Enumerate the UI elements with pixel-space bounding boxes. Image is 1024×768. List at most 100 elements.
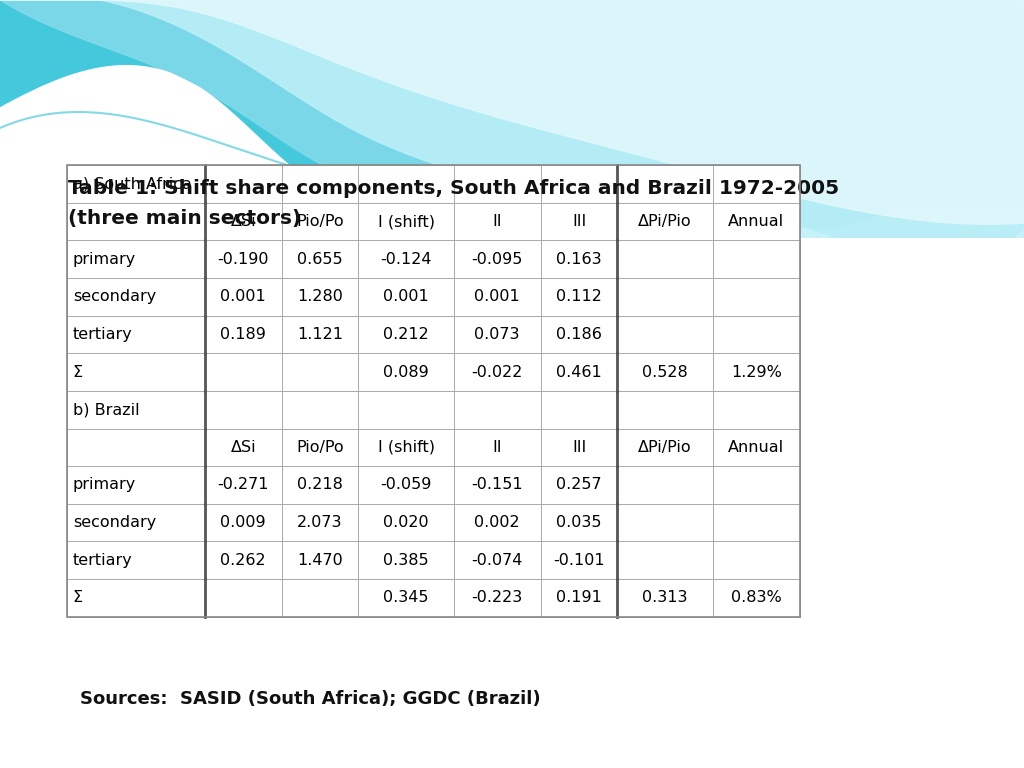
Bar — [617, 466, 713, 504]
Bar — [454, 466, 541, 504]
Text: Sources:  SASID (South Africa); GGDC (Brazil): Sources: SASID (South Africa); GGDC (Bra… — [80, 690, 541, 708]
Text: secondary: secondary — [73, 515, 156, 530]
Text: tertiary: tertiary — [73, 553, 132, 568]
Bar — [617, 203, 713, 240]
Bar — [713, 353, 800, 391]
Bar — [713, 429, 800, 466]
Bar — [67, 278, 205, 316]
Text: Σ: Σ — [73, 365, 83, 379]
Text: 0.313: 0.313 — [642, 591, 688, 605]
Bar — [454, 353, 541, 391]
Bar — [358, 541, 454, 579]
Bar — [541, 541, 617, 579]
Text: -0.190: -0.190 — [217, 252, 269, 266]
Text: 0.035: 0.035 — [556, 515, 602, 530]
Bar — [541, 353, 617, 391]
Bar — [713, 579, 800, 617]
Text: a) South Africa: a) South Africa — [73, 177, 191, 191]
Text: -0.022: -0.022 — [471, 365, 523, 379]
Text: 0.345: 0.345 — [383, 591, 429, 605]
Text: 0.83%: 0.83% — [731, 591, 781, 605]
Bar — [67, 165, 800, 617]
Bar — [67, 165, 800, 203]
Bar — [205, 429, 282, 466]
Bar — [205, 278, 282, 316]
Text: 0.001: 0.001 — [220, 290, 266, 304]
Bar — [67, 504, 205, 541]
Bar — [282, 579, 358, 617]
Bar — [205, 504, 282, 541]
Bar — [282, 504, 358, 541]
Text: Pio/Po: Pio/Po — [296, 214, 344, 229]
Text: 0.257: 0.257 — [556, 478, 602, 492]
Bar — [205, 316, 282, 353]
Text: I (shift): I (shift) — [378, 214, 434, 229]
Text: b) Brazil: b) Brazil — [73, 402, 139, 417]
Text: -0.151: -0.151 — [471, 478, 523, 492]
Bar — [358, 429, 454, 466]
Text: 0.001: 0.001 — [383, 290, 429, 304]
Bar — [617, 504, 713, 541]
Text: -0.059: -0.059 — [380, 478, 432, 492]
Bar — [454, 240, 541, 278]
Text: ΔSi: ΔSi — [230, 440, 256, 455]
Bar — [358, 240, 454, 278]
Bar — [713, 240, 800, 278]
Bar — [454, 429, 541, 466]
Text: 0.655: 0.655 — [297, 252, 343, 266]
Bar — [282, 466, 358, 504]
Bar — [358, 203, 454, 240]
Bar — [282, 541, 358, 579]
Bar — [541, 203, 617, 240]
Bar — [67, 429, 205, 466]
Bar — [205, 353, 282, 391]
Text: primary: primary — [73, 252, 136, 266]
Text: Annual: Annual — [728, 440, 784, 455]
Bar — [541, 579, 617, 617]
Bar — [205, 240, 282, 278]
Text: II: II — [493, 440, 502, 455]
Text: 0.001: 0.001 — [474, 290, 520, 304]
Text: -0.095: -0.095 — [471, 252, 523, 266]
Bar — [67, 316, 205, 353]
Text: 0.212: 0.212 — [383, 327, 429, 342]
Bar — [541, 278, 617, 316]
Text: primary: primary — [73, 478, 136, 492]
Bar — [617, 316, 713, 353]
Text: 1.470: 1.470 — [297, 553, 343, 568]
Text: 0.009: 0.009 — [220, 515, 266, 530]
Bar — [67, 203, 205, 240]
Text: 0.112: 0.112 — [556, 290, 602, 304]
Bar — [617, 541, 713, 579]
Text: III: III — [572, 440, 586, 455]
Bar — [617, 353, 713, 391]
Bar — [541, 240, 617, 278]
Bar — [617, 278, 713, 316]
Bar — [454, 579, 541, 617]
Text: 0.218: 0.218 — [297, 478, 343, 492]
Bar — [358, 466, 454, 504]
Bar — [713, 203, 800, 240]
Bar — [358, 579, 454, 617]
Text: 0.002: 0.002 — [474, 515, 520, 530]
Bar — [541, 316, 617, 353]
Text: 0.163: 0.163 — [556, 252, 602, 266]
Text: ΔSi: ΔSi — [230, 214, 256, 229]
Bar — [541, 429, 617, 466]
Text: 1.29%: 1.29% — [731, 365, 781, 379]
Bar — [713, 278, 800, 316]
Bar — [454, 541, 541, 579]
Bar — [205, 203, 282, 240]
Text: 0.186: 0.186 — [556, 327, 602, 342]
Text: Σ: Σ — [73, 591, 83, 605]
Text: -0.074: -0.074 — [471, 553, 523, 568]
Bar — [67, 541, 205, 579]
Text: 1.121: 1.121 — [297, 327, 343, 342]
Bar — [205, 541, 282, 579]
Bar — [713, 504, 800, 541]
Bar — [713, 466, 800, 504]
Text: tertiary: tertiary — [73, 327, 132, 342]
Bar — [358, 316, 454, 353]
Bar — [617, 240, 713, 278]
Text: I (shift): I (shift) — [378, 440, 434, 455]
